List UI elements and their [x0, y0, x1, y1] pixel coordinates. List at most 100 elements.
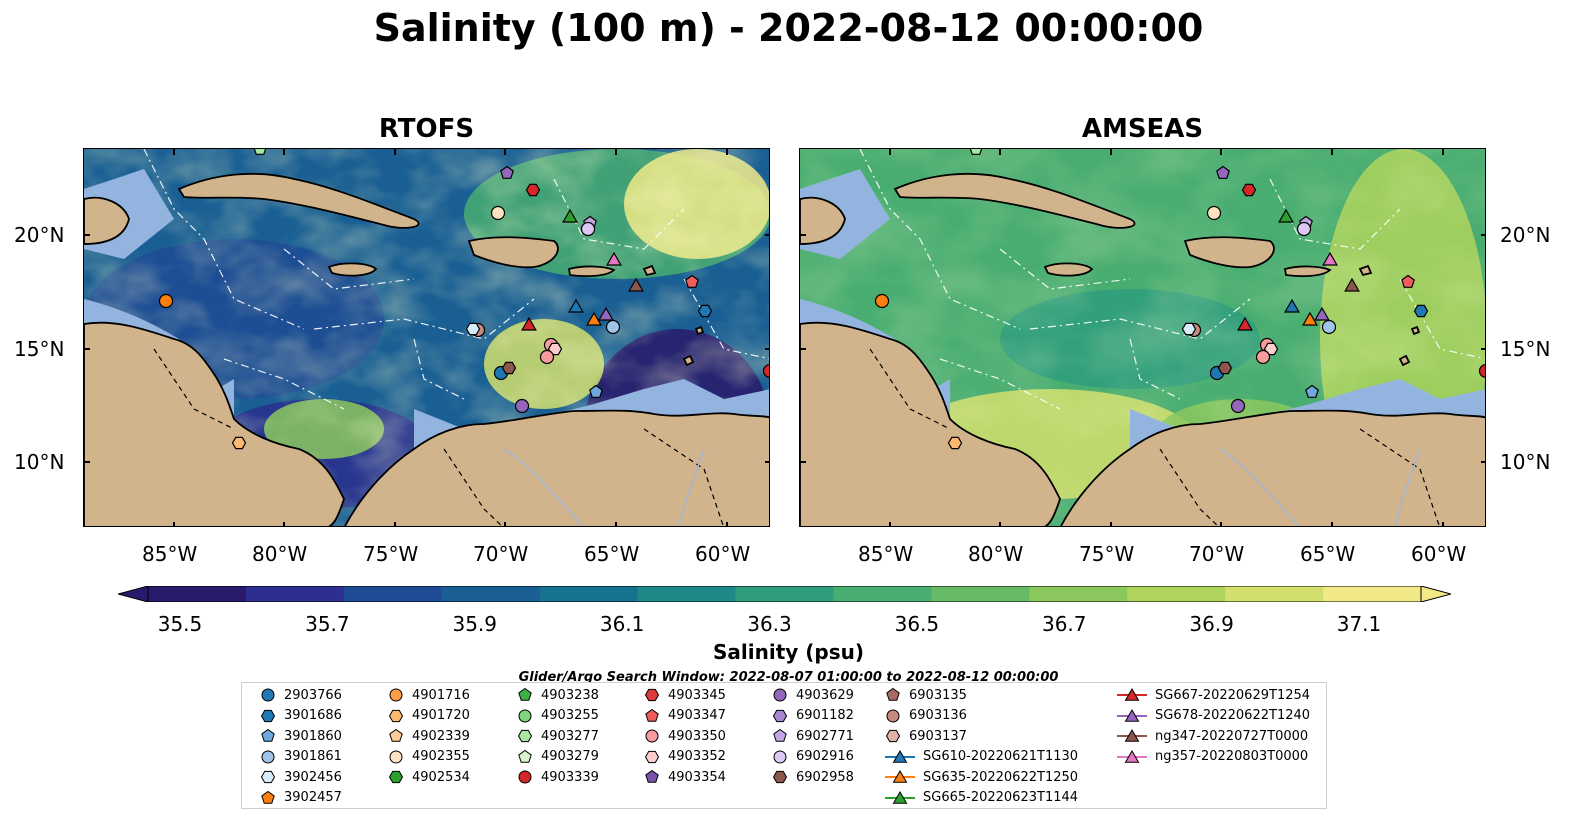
legend-item: 3902456: [260, 769, 342, 785]
legend: 2903766 3901686 3901860 3901861 3902456 39024…: [241, 682, 1327, 809]
colorbar-segment: [931, 586, 1030, 602]
legend-item: 3902457: [260, 790, 342, 806]
eez-boundary: [999, 248, 1131, 290]
colorbar-tick-label: 36.3: [747, 612, 792, 636]
landmass: [642, 264, 657, 277]
legend-marker-icon: [389, 750, 403, 763]
colorbar-tick-label: 36.9: [1189, 612, 1234, 636]
lat-tick-left-15: 15°N: [14, 337, 65, 361]
float-marker: [253, 149, 267, 155]
eez-boundary: [283, 248, 415, 290]
eez-boundary: [1269, 178, 1401, 250]
legend-marker-icon: [261, 790, 275, 804]
legend-item: ng347-20220727T0000: [1117, 728, 1308, 744]
float-marker: [525, 183, 541, 197]
landmass: [344, 409, 769, 526]
colorbar-segment: [735, 586, 834, 602]
landmass: [1358, 264, 1373, 277]
lon-tick-l-85: 85°W: [142, 542, 198, 566]
float-marker: [158, 293, 174, 309]
colorbar-segment: [1029, 586, 1128, 602]
float-marker: [1255, 349, 1271, 365]
float-marker: [874, 293, 890, 309]
legend-item: 4903345: [644, 687, 726, 703]
float-marker: [697, 304, 713, 318]
landmass: [1060, 409, 1485, 526]
legend-item: ng357-20220803T0000: [1117, 749, 1308, 765]
legend-item: 3901860: [260, 728, 342, 744]
legend-item: SG665-20220623T1144: [885, 790, 1078, 806]
colorbar-segment: [343, 586, 443, 602]
lon-tick-r-80: 80°W: [968, 542, 1024, 566]
legend-marker-icon: [885, 770, 915, 783]
legend-label: 6903136: [909, 708, 967, 723]
float-marker: [1230, 398, 1246, 414]
legend-marker-icon: [1117, 688, 1147, 701]
lon-tick-r-65: 65°W: [1300, 542, 1356, 566]
colorbar-segment: [245, 586, 345, 602]
legend-marker-icon: [644, 750, 660, 763]
river: [678, 448, 705, 526]
legend-label: 6902958: [796, 769, 854, 785]
legend-item: 4903255: [517, 708, 599, 724]
colorbar-segment: [441, 586, 541, 602]
legend-item: 4902355: [388, 749, 470, 765]
country-border: [869, 348, 951, 430]
legend-label: 4903345: [668, 687, 726, 703]
float-marker: [568, 298, 584, 313]
legend-item: 4901716: [388, 687, 470, 703]
legend-marker-icon: [261, 750, 275, 763]
landmass: [1398, 354, 1411, 367]
legend-item: 4903279: [517, 749, 599, 765]
legend-marker-icon: [518, 770, 532, 784]
lon-tick-l-70: 70°W: [473, 542, 529, 566]
lon-tick-l-60: 60°W: [695, 542, 751, 566]
landmass: [467, 236, 559, 269]
lon-tick-r-70: 70°W: [1189, 542, 1245, 566]
colorbar-extend-low: [118, 586, 149, 602]
legend-label: 6903137: [909, 728, 967, 744]
float-marker: [1216, 165, 1230, 179]
legend-marker-icon: [1117, 749, 1147, 763]
legend-marker-icon: [518, 749, 532, 763]
colorbar-tick-label: 35.5: [157, 612, 203, 636]
legend-item: 6903137: [885, 728, 967, 744]
float-marker: [685, 274, 699, 288]
legend-label: ng347-20220727T0000: [1155, 728, 1309, 744]
legend-marker-icon: [388, 709, 404, 722]
legend-label: 4903339: [541, 769, 599, 785]
country-border: [1359, 428, 1440, 526]
panel-title-rtofs: RTOFS: [378, 114, 475, 144]
float-marker: [1321, 319, 1337, 335]
eez-boundary: [553, 178, 685, 250]
float-marker: [1305, 384, 1319, 398]
legend-item: 4903238: [517, 687, 599, 703]
legend-marker-icon: [389, 688, 403, 702]
legend-item: SG678-20220622T1240: [1117, 708, 1310, 724]
legend-marker-icon: [388, 770, 404, 784]
legend-marker-icon: [645, 729, 659, 743]
float-marker: [562, 208, 578, 223]
float-marker: [628, 277, 644, 292]
landmass: [177, 172, 420, 229]
legend-label: 3901686: [284, 708, 342, 723]
float-marker: [1314, 306, 1330, 321]
colorbar-segment: [833, 586, 932, 602]
float-marker: [1206, 205, 1222, 221]
legend-label: 4903629: [796, 687, 854, 703]
eez-boundary: [1129, 338, 1181, 400]
colorbar-segment: [1127, 586, 1226, 602]
landmass: [327, 262, 378, 277]
legend-item: 4903629: [772, 687, 854, 703]
legend-label: SG635-20220622T1250: [923, 769, 1079, 785]
colorbar-segment: [1225, 586, 1324, 602]
legend-marker-icon: [260, 770, 276, 784]
legend-marker-icon: [885, 729, 901, 743]
colorbar-tick-label: 36.1: [599, 612, 645, 636]
float-marker: [969, 149, 983, 155]
float-marker: [1241, 183, 1257, 197]
legend-marker-icon: [773, 750, 787, 763]
float-marker: [586, 311, 602, 326]
legend-item: SG610-20220621T1130: [885, 749, 1078, 765]
float-marker: [1302, 311, 1318, 326]
